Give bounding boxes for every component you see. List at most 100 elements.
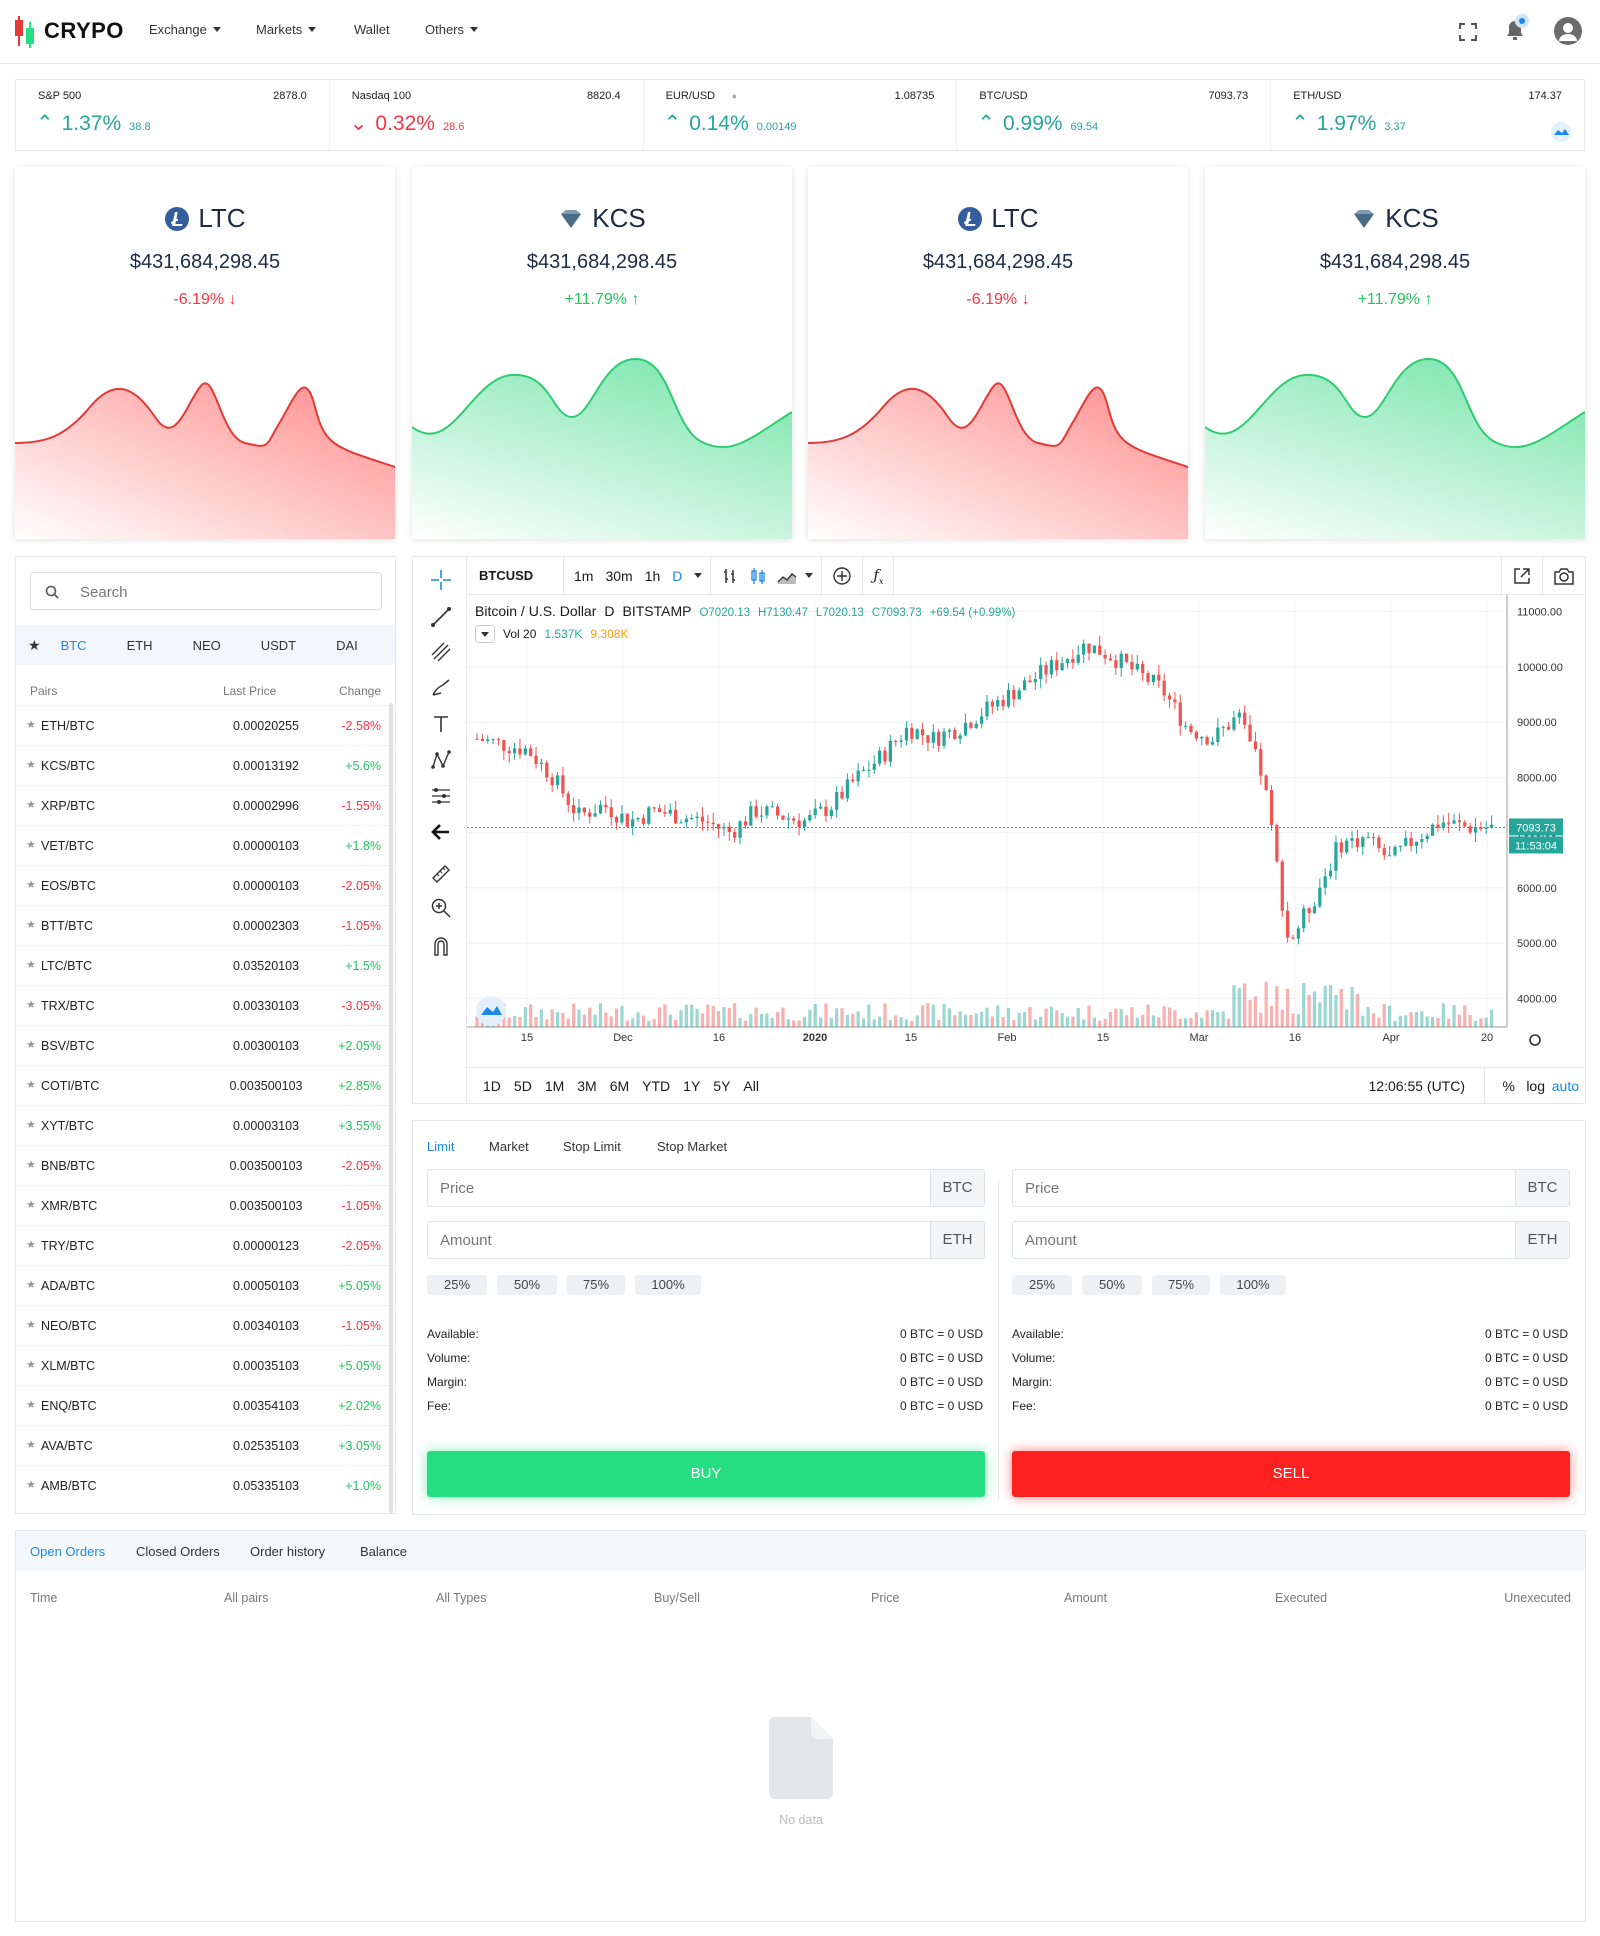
logo[interactable]: CRYPO (14, 14, 124, 48)
chart-symbol[interactable]: BTCUSD (479, 568, 534, 583)
favorites-star-icon[interactable]: ★ (28, 636, 41, 653)
tab-order-history[interactable]: Order history (250, 1544, 326, 1559)
favorite-star-icon[interactable]: ★ (26, 1119, 36, 1131)
crosshair-icon[interactable] (430, 569, 452, 591)
sell-percent-50[interactable]: 50% (1082, 1275, 1142, 1295)
pair-row[interactable]: ★ BNB/BTC 0.003500103 -2.05% (16, 1145, 395, 1185)
pair-row[interactable]: ★ AVA/BTC 0.02535103 +3.05% (16, 1425, 395, 1465)
coin-card-kcs[interactable]: KCS $431,684,298.45 +11.79% ↑ (1205, 167, 1585, 539)
ticker-item[interactable]: EUR/USD ● 1.08735 ⌃ 0.14% 0.00149 (644, 80, 958, 150)
col-all-pairs[interactable]: All pairs (224, 1591, 269, 1605)
popout-icon[interactable] (1512, 566, 1532, 586)
tab-balance[interactable]: Balance (360, 1544, 407, 1559)
favorite-star-icon[interactable]: ★ (26, 719, 36, 731)
favorite-star-icon[interactable]: ★ (26, 1239, 36, 1251)
fib-tool-icon[interactable] (430, 641, 452, 663)
buy-percent-75[interactable]: 75% (567, 1275, 625, 1295)
favorite-star-icon[interactable]: ★ (26, 999, 36, 1011)
tab-open-orders[interactable]: Open Orders (30, 1544, 106, 1559)
favorite-star-icon[interactable]: ★ (26, 1359, 36, 1371)
compare-add-icon[interactable] (832, 566, 852, 586)
sell-amount-field[interactable]: Amount ETH (1012, 1221, 1570, 1259)
buy-button[interactable]: BUY (427, 1451, 985, 1497)
ticker-item[interactable]: Nasdaq 100 8820.4 ⌄ 0.32% 28.6 (330, 80, 644, 150)
trend-line-icon[interactable] (430, 606, 452, 628)
range-1d[interactable]: 1D (483, 1078, 501, 1094)
arrow-left-icon[interactable] (430, 821, 452, 843)
fullscreen-icon[interactable] (1459, 23, 1477, 41)
tradingview-cloud-icon[interactable] (1550, 122, 1572, 142)
interval-30m[interactable]: 30m (605, 567, 633, 584)
sell-button[interactable]: SELL (1012, 1451, 1570, 1497)
range-ytd[interactable]: YTD (642, 1078, 671, 1094)
pair-row[interactable]: ★ XLM/BTC 0.00035103 +5.05% (16, 1345, 395, 1385)
buy-amount-field[interactable]: Amount ETH (427, 1221, 985, 1259)
favorite-star-icon[interactable]: ★ (26, 1439, 36, 1451)
sell-price-field[interactable]: Price BTC (1012, 1169, 1570, 1207)
camera-icon[interactable] (1553, 566, 1575, 586)
tab-stop-limit[interactable]: Stop Limit (563, 1139, 621, 1154)
chevron-down-icon[interactable] (694, 573, 703, 578)
indicators-fx-icon[interactable]: ƒx (873, 565, 884, 586)
pattern-tool-icon[interactable] (430, 749, 452, 771)
pair-row[interactable]: ★ XYT/BTC 0.00003103 +3.55% (16, 1105, 395, 1145)
range-3m[interactable]: 3M (577, 1078, 597, 1094)
candlestick-plot[interactable]: 11000.0010000.009000.008000.007000.00600… (467, 595, 1586, 1055)
coin-card-ltc[interactable]: LTC $431,684,298.45 -6.19% ↓ (15, 167, 395, 539)
tradingview-cloud-icon[interactable] (475, 995, 507, 1027)
ruler-icon[interactable] (430, 863, 452, 885)
buy-percent-100[interactable]: 100% (635, 1275, 701, 1295)
favorite-star-icon[interactable]: ★ (26, 1159, 36, 1171)
pair-row[interactable]: ★ VET/BTC 0.00000103 +1.8% (16, 825, 395, 865)
pair-row[interactable]: ★ AMB/BTC 0.05335103 +1.0% (16, 1465, 395, 1505)
pair-row[interactable]: ★ ETH/BTC 0.00020255 -2.58% (16, 705, 395, 745)
favorite-star-icon[interactable]: ★ (26, 959, 36, 971)
log-toggle[interactable]: log (1526, 1078, 1545, 1094)
favorite-star-icon[interactable]: ★ (26, 839, 36, 851)
buy-amount-input[interactable]: Amount (440, 1232, 492, 1249)
tab-btc[interactable]: BTC (60, 637, 87, 653)
pair-row[interactable]: ★ XRP/BTC 0.00002996 -1.55% (16, 785, 395, 825)
search-box[interactable]: Search (30, 572, 382, 610)
brush-icon[interactable] (430, 677, 452, 699)
nav-others[interactable]: Others (425, 22, 479, 37)
favorite-star-icon[interactable]: ★ (26, 1479, 36, 1491)
magnet-icon[interactable] (430, 935, 452, 957)
sell-percent-75[interactable]: 75% (1152, 1275, 1210, 1295)
tab-limit[interactable]: Limit (427, 1139, 455, 1154)
nav-markets[interactable]: Markets (256, 22, 317, 37)
nav-exchange[interactable]: Exchange (149, 22, 221, 37)
favorite-star-icon[interactable]: ★ (26, 1199, 36, 1211)
range-1y[interactable]: 1Y (683, 1078, 701, 1094)
interval-d[interactable]: D (672, 567, 683, 584)
ticker-item[interactable]: BTC/USD 7093.73 ⌃ 0.99% 69.54 (957, 80, 1272, 150)
sell-amount-input[interactable]: Amount (1025, 1232, 1077, 1249)
coin-card-kcs[interactable]: KCS $431,684,298.45 +11.79% ↑ (412, 167, 792, 539)
favorite-star-icon[interactable]: ★ (26, 799, 36, 811)
coin-card-ltc[interactable]: LTC $431,684,298.45 -6.19% ↓ (808, 167, 1188, 539)
scrollbar[interactable] (389, 703, 393, 1513)
favorite-star-icon[interactable]: ★ (26, 1079, 36, 1091)
pair-row[interactable]: ★ ADA/BTC 0.00050103 +5.05% (16, 1265, 395, 1305)
ticker-item[interactable]: ETH/USD 174.37 ⌃ 1.97% 3.37 (1271, 80, 1584, 150)
text-tool-icon[interactable] (430, 713, 452, 735)
user-avatar-icon[interactable] (1553, 16, 1583, 46)
prediction-tool-icon[interactable] (430, 785, 452, 807)
settings-gear-icon[interactable] (1529, 1034, 1541, 1046)
sell-price-input[interactable]: Price (1025, 1180, 1060, 1197)
interval-1h[interactable]: 1h (644, 567, 661, 584)
col-all-types[interactable]: All Types (436, 1591, 487, 1605)
tab-market[interactable]: Market (489, 1139, 529, 1154)
favorite-star-icon[interactable]: ★ (26, 879, 36, 891)
pair-row[interactable]: ★ NEO/BTC 0.00340103 -1.05% (16, 1305, 395, 1345)
area-style-icon[interactable] (777, 567, 797, 585)
tab-stop-market[interactable]: Stop Market (657, 1139, 728, 1154)
pair-row[interactable]: ★ EOS/BTC 0.00000103 -2.05% (16, 865, 395, 905)
pair-row[interactable]: ★ TRX/BTC 0.00330103 -3.05% (16, 985, 395, 1025)
auto-toggle[interactable]: auto (1551, 1078, 1579, 1094)
pair-row[interactable]: ★ LTC/BTC 0.03520103 +1.5% (16, 945, 395, 985)
collapse-toggle[interactable] (475, 625, 495, 643)
zoom-in-icon[interactable] (430, 897, 452, 919)
buy-price-input[interactable]: Price (440, 1180, 475, 1197)
sell-percent-25[interactable]: 25% (1012, 1275, 1072, 1295)
